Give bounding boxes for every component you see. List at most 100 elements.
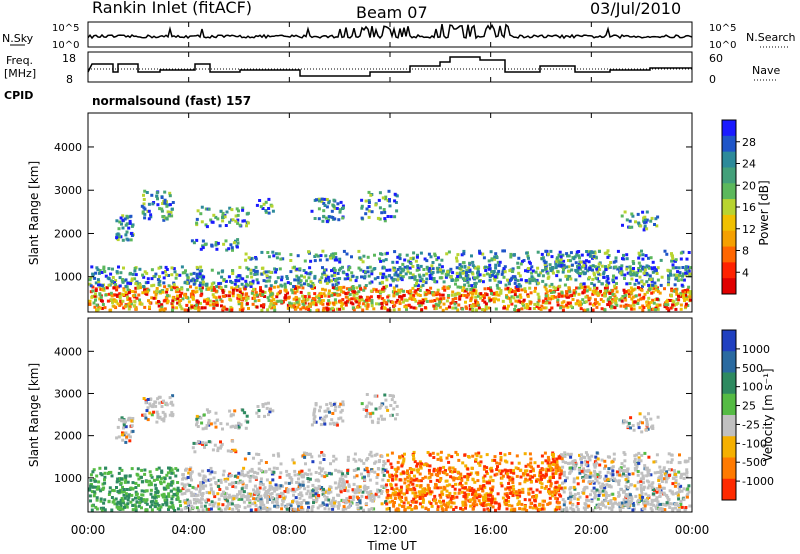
scatter-cell	[311, 302, 315, 306]
scatter-cell	[491, 485, 495, 489]
scatter-cell	[543, 499, 546, 503]
scatter-cell	[126, 498, 130, 502]
scatter-cell	[513, 289, 517, 293]
scatter-cell	[119, 506, 123, 510]
scatter-cell	[518, 507, 522, 511]
scatter-cell	[268, 507, 272, 511]
scatter-cell	[147, 288, 151, 292]
scatter-cell	[549, 266, 552, 270]
scatter-cell	[643, 268, 647, 272]
scatter-cell	[558, 505, 562, 509]
scatter-cell	[350, 499, 354, 503]
scatter-cell	[407, 303, 411, 307]
scatter-cell	[259, 500, 263, 504]
scatter-cell	[530, 271, 534, 275]
scatter-cell	[500, 272, 504, 276]
scatter-cell	[94, 289, 98, 292]
scatter-cell	[331, 216, 335, 219]
scatter-cell	[548, 301, 552, 305]
scatter-cell	[225, 506, 229, 510]
scatter-cell	[219, 298, 223, 302]
power-colorbar-swatch	[722, 167, 736, 184]
scatter-cell	[598, 268, 602, 271]
scatter-cell	[637, 261, 641, 265]
scatter-cell	[518, 494, 522, 498]
scatter-cell	[436, 291, 440, 295]
scatter-cell	[235, 285, 239, 288]
scatter-cell	[134, 508, 138, 512]
scatter-cell	[625, 253, 629, 257]
scatter-cell	[590, 499, 594, 503]
scatter-cell	[475, 276, 479, 280]
scatter-cell	[575, 302, 579, 306]
scatter-cell	[273, 489, 277, 493]
scatter-cell	[279, 484, 283, 488]
scatter-cell	[345, 287, 349, 291]
scatter-cell	[509, 252, 513, 256]
scatter-cell	[528, 281, 532, 285]
scatter-cell	[490, 501, 494, 505]
scatter-cell	[429, 299, 433, 303]
scatter-cell	[620, 214, 624, 218]
scatter-cell	[471, 308, 475, 312]
scatter-cell	[288, 502, 292, 506]
scatter-cell	[520, 288, 524, 292]
scatter-cell	[404, 498, 408, 502]
scatter-cell	[439, 293, 442, 297]
scatter-cell	[382, 306, 386, 310]
scatter-cell	[406, 270, 410, 274]
scatter-cell	[677, 497, 681, 501]
scatter-cell	[158, 207, 162, 211]
scatter-cell	[253, 299, 257, 303]
scatter-cell	[446, 295, 450, 299]
scatter-cell	[113, 299, 117, 303]
scatter-cell	[159, 505, 163, 509]
scatter-cell	[383, 219, 387, 223]
scatter-cell	[90, 265, 94, 269]
scatter-cell	[231, 269, 234, 272]
scatter-cell	[345, 272, 349, 276]
scatter-cell	[393, 493, 397, 497]
scatter-cell	[430, 504, 434, 508]
scatter-cell	[669, 468, 673, 472]
scatter-cell	[537, 273, 541, 277]
scatter-cell	[119, 271, 123, 275]
scatter-cell	[190, 470, 194, 474]
scatter-cell	[611, 469, 615, 473]
scatter-cell	[597, 302, 601, 306]
scatter-cell	[504, 498, 508, 502]
scatter-cell	[418, 492, 422, 496]
scatter-cell	[592, 481, 596, 485]
scatter-cell	[509, 287, 513, 291]
scatter-cell	[330, 254, 334, 258]
scatter-cell	[485, 470, 488, 474]
scatter-cell	[296, 305, 300, 309]
scatter-cell	[420, 505, 424, 509]
scatter-cell	[260, 250, 264, 254]
scatter-cell	[287, 295, 291, 299]
scatter-cell	[90, 490, 94, 494]
scatter-cell	[176, 507, 180, 511]
scatter-cell	[643, 221, 647, 225]
scatter-cell	[478, 279, 481, 283]
scatter-cell	[154, 490, 158, 494]
scatter-cell	[262, 503, 266, 507]
scatter-cell	[102, 265, 106, 269]
scatter-cell	[363, 299, 367, 303]
scatter-cell	[227, 495, 231, 499]
scatter-cell	[246, 504, 250, 508]
scatter-cell	[681, 272, 685, 276]
scatter-cell	[684, 295, 688, 299]
scatter-cell	[352, 495, 356, 499]
scatter-cell	[393, 266, 397, 270]
scatter-cell	[333, 501, 337, 505]
scatter-cell	[217, 271, 220, 275]
scatter-cell	[461, 269, 465, 273]
scatter-cell	[154, 296, 158, 300]
scatter-cell	[270, 295, 274, 299]
scatter-cell	[398, 257, 402, 261]
scatter-cell	[172, 281, 176, 285]
scatter-cell	[284, 293, 288, 297]
scatter-cell	[311, 287, 315, 290]
scatter-cell	[345, 480, 349, 484]
